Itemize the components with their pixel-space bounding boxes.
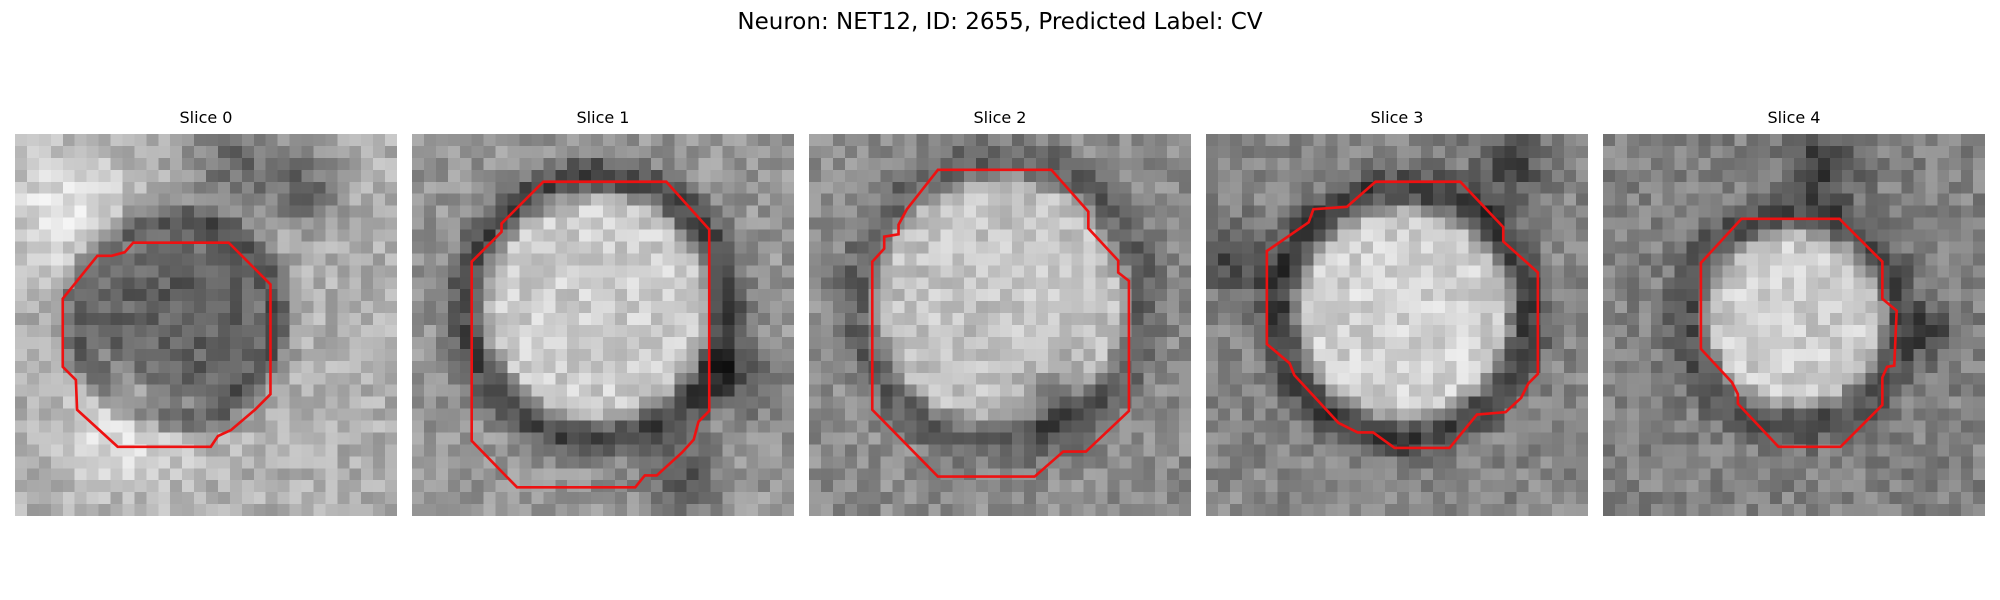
roi-contour [61,241,272,449]
slice-panel-2: Slice 2 [809,107,1191,516]
slice-title: Slice 1 [576,108,630,127]
roi-contour [470,180,711,489]
slice-title: Slice 4 [1767,108,1821,127]
slice-title: Slice 2 [973,108,1027,127]
slice-panel-4: Slice 4 [1603,107,1985,516]
slice-image [809,134,1191,516]
slice-title: Slice 3 [1370,108,1424,127]
roi-contour [1265,180,1540,450]
slice-image [412,134,794,516]
slice-image [1603,134,1985,516]
roi-contour [1699,217,1899,449]
figure-title: Neuron: NET12, ID: 2655, Predicted Label… [737,9,1263,35]
slice-panel-3: Slice 3 [1206,107,1588,516]
slice-image [15,134,397,516]
slice-image [1206,134,1588,516]
slice-panel-0: Slice 0 [15,107,397,516]
slice-title: Slice 0 [179,108,233,127]
roi-contour [870,168,1131,478]
slice-panel-1: Slice 1 [412,107,794,516]
